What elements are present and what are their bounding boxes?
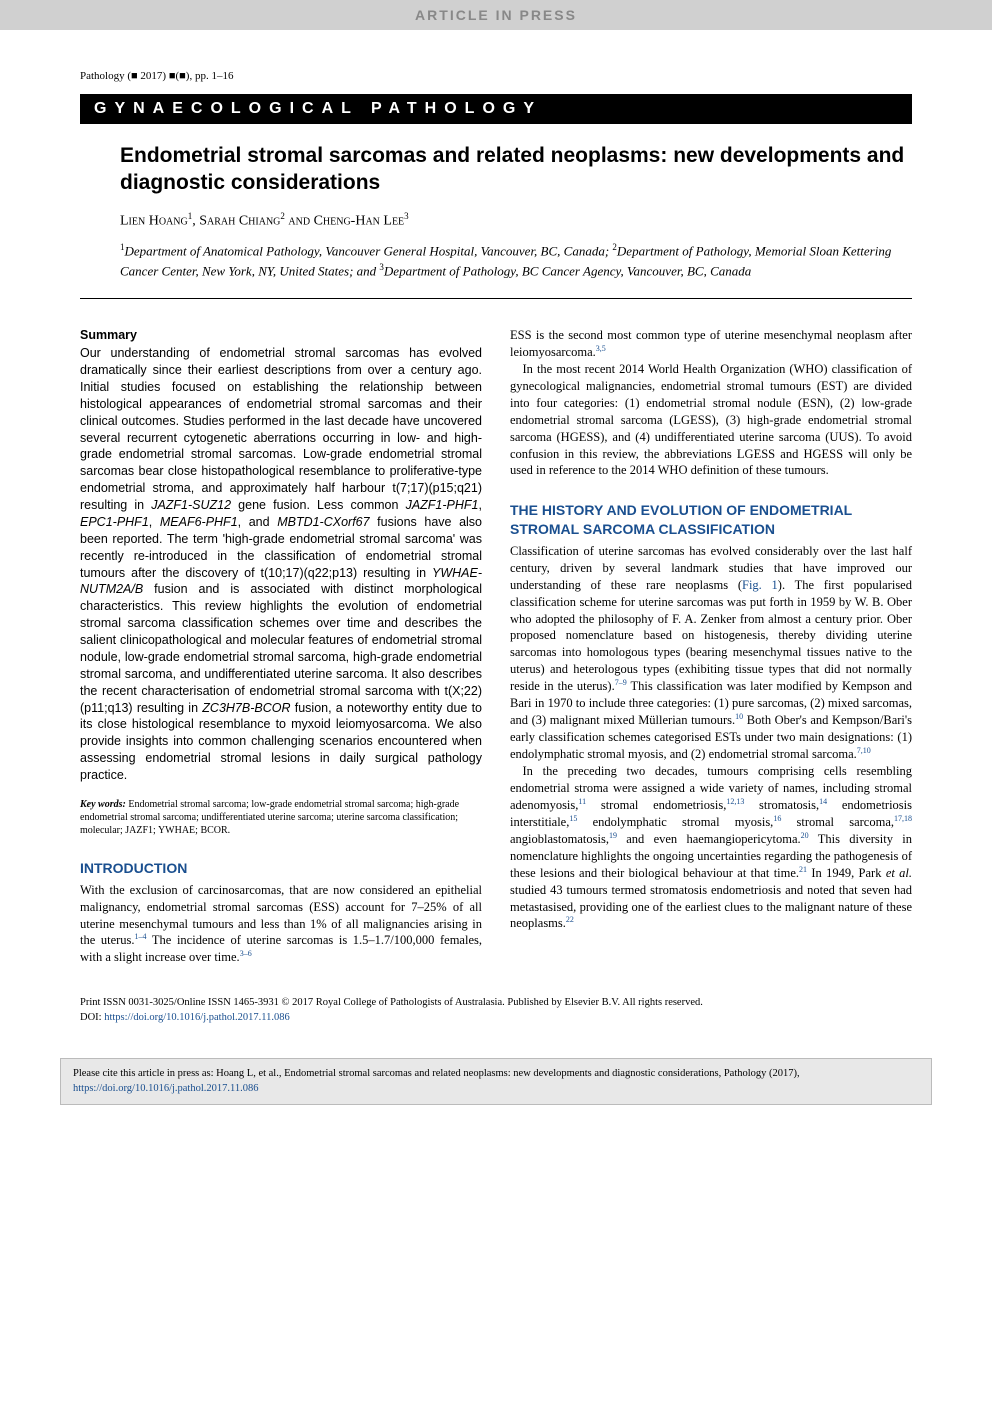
article-in-press-banner: ARTICLE IN PRESS: [0, 0, 992, 30]
keywords-label: Key words:: [80, 799, 126, 810]
issn-line: Print ISSN 0031-3025/Online ISSN 1465-39…: [80, 996, 912, 1011]
summary-heading: Summary: [80, 327, 482, 344]
doi-label: DOI:: [80, 1012, 104, 1023]
doi-link[interactable]: https://doi.org/10.1016/j.pathol.2017.11…: [104, 1012, 290, 1023]
title-block: Endometrial stromal sarcomas and related…: [80, 142, 912, 280]
divider-rule: [80, 298, 912, 299]
keywords-text: Endometrial stromal sarcoma; low-grade e…: [80, 799, 459, 836]
left-column: Summary Our understanding of endometrial…: [80, 327, 482, 966]
history-heading: THE HISTORY AND EVOLUTION OF ENDOMETRIAL…: [510, 501, 912, 539]
journal-reference: Pathology (■ 2017) ■(■), pp. 1–16: [80, 70, 912, 82]
right-column: ESS is the second most common type of ut…: [510, 327, 912, 966]
affiliations: 1Department of Anatomical Pathology, Van…: [120, 241, 912, 280]
citation-box: Please cite this article in press as: Ho…: [60, 1058, 932, 1105]
author-list: Lien Hoang1, Sarah Chiang2 and Cheng-Han…: [120, 211, 912, 230]
introduction-paragraph: With the exclusion of carcinosarcomas, t…: [80, 882, 482, 967]
body-paragraph: In the preceding two decades, tumours co…: [510, 763, 912, 933]
body-paragraph: Classification of uterine sarcomas has e…: [510, 543, 912, 763]
keywords-block: Key words: Endometrial stromal sarcoma; …: [80, 798, 482, 837]
summary-body: Our understanding of endometrial stromal…: [80, 345, 482, 784]
two-column-layout: Summary Our understanding of endometrial…: [80, 327, 912, 966]
body-paragraph: In the most recent 2014 World Health Org…: [510, 361, 912, 479]
introduction-heading: INTRODUCTION: [80, 859, 482, 878]
article-title: Endometrial stromal sarcomas and related…: [120, 142, 912, 197]
citation-text: Please cite this article in press as: Ho…: [73, 1068, 800, 1079]
doi-line: DOI: https://doi.org/10.1016/j.pathol.20…: [80, 1011, 912, 1026]
page-content: Pathology (■ 2017) ■(■), pp. 1–16 GYNAEC…: [0, 30, 992, 1046]
citation-doi-link[interactable]: https://doi.org/10.1016/j.pathol.2017.11…: [73, 1083, 259, 1094]
body-paragraph: ESS is the second most common type of ut…: [510, 327, 912, 361]
section-banner: GYNAECOLOGICAL PATHOLOGY: [80, 94, 912, 124]
footer-block: Print ISSN 0031-3025/Online ISSN 1465-39…: [80, 996, 912, 1025]
